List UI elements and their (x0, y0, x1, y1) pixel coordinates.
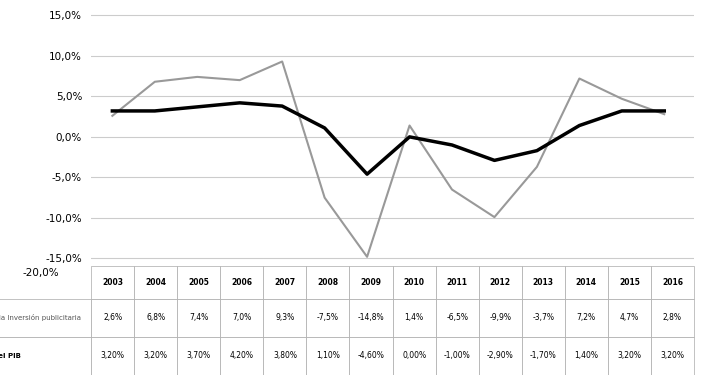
Text: -20,0%: -20,0% (23, 268, 60, 278)
